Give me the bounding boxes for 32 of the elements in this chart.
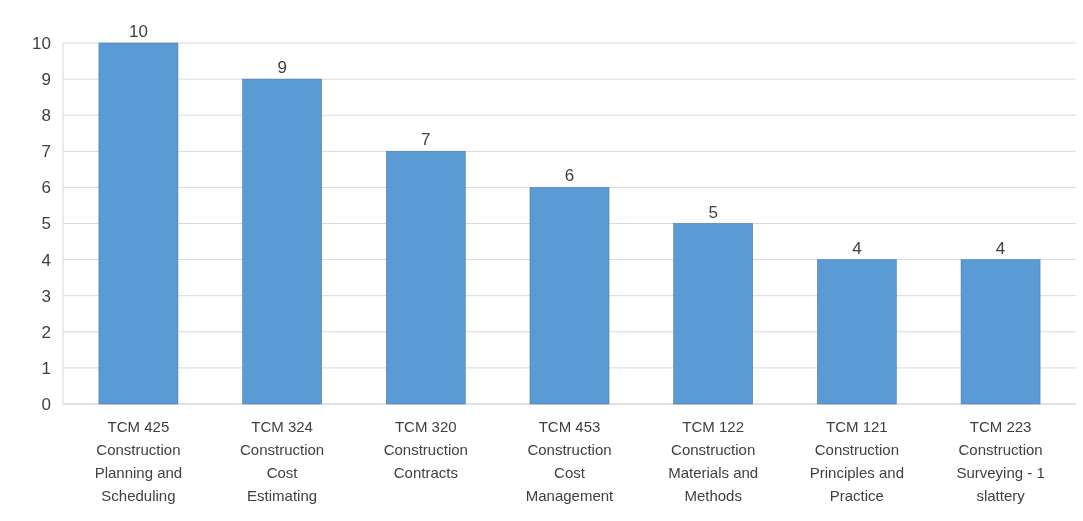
data-label: 6 (564, 166, 575, 186)
x-tick-label: TCM 320 Construction Contracts (383, 418, 468, 481)
bar (673, 223, 753, 405)
y-tick-label: 3 (41, 286, 51, 306)
bar (242, 78, 322, 405)
data-label: 10 (128, 22, 148, 41)
y-tick-label: 6 (41, 178, 51, 198)
y-tick-label: 7 (41, 142, 51, 162)
data-label: 5 (708, 202, 718, 222)
y-tick-label: 10 (32, 33, 51, 53)
x-tick-label: TCM 121 Construction Principles and Practice (809, 418, 904, 504)
x-tick-label: TCM 122 Construction Materials and Methods (668, 418, 759, 504)
y-tick-label: 9 (41, 70, 51, 90)
y-tick-label: 8 (41, 106, 51, 126)
data-label: 7 (421, 130, 431, 150)
bar (817, 259, 897, 405)
x-tick-label: TCM 453 Construction Cost Management (525, 418, 615, 504)
x-tick-label: TCM 223 Construction Surveying - 1 slattery (956, 418, 1045, 504)
bar (529, 187, 610, 405)
y-tick-label: 5 (41, 214, 51, 234)
x-tick-label: TCM 425 Construction Planning and Scheduling (94, 418, 183, 504)
y-tick-label: 4 (41, 250, 51, 270)
y-tick-label: 2 (41, 322, 51, 342)
y-tick-label: 0 (41, 394, 51, 414)
bar (960, 259, 1041, 405)
data-label: 4 (852, 238, 862, 258)
data-label: 9 (277, 58, 287, 78)
x-tick-label: TCM 324 Construction Cost Estimating (240, 418, 325, 504)
bar (98, 42, 179, 405)
y-tick-label: 1 (41, 358, 51, 378)
bar (386, 151, 466, 405)
data-label: 4 (995, 238, 1006, 258)
